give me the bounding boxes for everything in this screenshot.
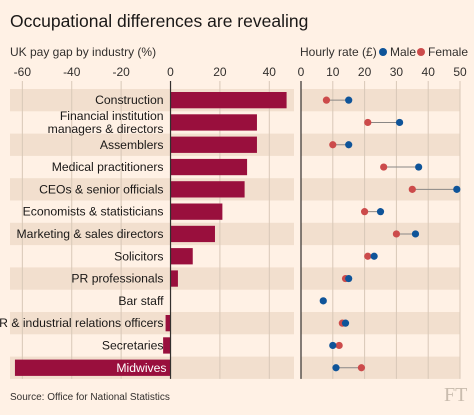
male-rate-dot bbox=[411, 230, 420, 238]
category-label: Marketing & sales directors bbox=[17, 227, 164, 241]
male-rate-dot bbox=[345, 274, 353, 283]
female-rate-dot bbox=[357, 364, 366, 372]
female-rate-dot bbox=[380, 163, 388, 171]
male-rate-dot bbox=[332, 364, 340, 372]
pay-gap-tick-label: -60 bbox=[14, 65, 32, 79]
male-rate-dot bbox=[453, 185, 461, 193]
male-rate-dot bbox=[370, 252, 378, 260]
legend-female-label: Female bbox=[428, 45, 468, 59]
chart-title: Occupational differences are revealing bbox=[10, 11, 308, 31]
female-rate-dot bbox=[364, 252, 372, 260]
category-label: CEOs & senior officials bbox=[39, 182, 163, 196]
hourly-rate-row-stripe bbox=[301, 178, 460, 201]
hourly-rate-axis-ticks: 0 10 20 30 40 50 bbox=[298, 65, 467, 79]
category-labels: Construction Financial institution manager… bbox=[0, 93, 167, 375]
pay-gap-axis-ticks: -60 -40 -20 0 20 40 bbox=[14, 65, 277, 79]
female-rate-dot bbox=[364, 118, 372, 127]
male-rate-dot bbox=[415, 163, 423, 171]
hourly-rate-tick-label: 50 bbox=[453, 65, 467, 79]
pay-gap-bar bbox=[170, 270, 178, 287]
category-label: Bar staff bbox=[118, 294, 164, 308]
pay-gap-bar bbox=[170, 158, 248, 176]
pay-gap-row-stripe bbox=[10, 222, 294, 246]
hourly-rate-tick-label: 10 bbox=[326, 65, 340, 79]
pay-gap-row-stripe bbox=[10, 267, 294, 290]
pay-gap-tick-label: -20 bbox=[112, 65, 130, 79]
hourly-rate-tick-label: 0 bbox=[298, 65, 305, 79]
female-rate-dot bbox=[408, 185, 416, 193]
female-rate-dot bbox=[361, 208, 369, 216]
hourly-rate-row-stripe bbox=[301, 267, 460, 290]
hourly-rate-row-stripe bbox=[301, 89, 460, 112]
pay-gap-bar bbox=[165, 315, 171, 332]
category-label: Financial institution managers & director… bbox=[48, 109, 164, 136]
pay-gap-bar bbox=[163, 337, 171, 354]
pay-gap-bar bbox=[170, 136, 257, 153]
pay-gap-tick-label: 20 bbox=[213, 65, 227, 79]
hourly-rate-dots bbox=[319, 96, 461, 372]
female-rate-dot bbox=[392, 230, 400, 238]
legend-female-marker bbox=[417, 48, 425, 56]
hourly-rate-row-stripe bbox=[301, 222, 460, 246]
male-rate-dot bbox=[345, 141, 353, 149]
male-rate-dot bbox=[376, 208, 385, 216]
male-rate-dot bbox=[329, 341, 337, 350]
pay-gap-row-stripe bbox=[10, 312, 294, 335]
hourly-rate-tick-label: 20 bbox=[358, 65, 372, 79]
hourly-rate-tick-label: 40 bbox=[422, 65, 436, 79]
category-label: Midwives bbox=[116, 361, 166, 375]
hourly-rate-subtitle: Hourly rate (£) bbox=[300, 45, 377, 59]
source-note: Source: Office for National Statistics bbox=[10, 392, 170, 403]
male-rate-dot bbox=[341, 319, 350, 327]
hourly-rate-row-stripe bbox=[301, 356, 460, 379]
female-rate-dot bbox=[335, 341, 343, 350]
pay-gap-bar bbox=[170, 92, 287, 109]
male-rate-dot bbox=[319, 297, 327, 305]
hourly-rate-row-stripe bbox=[301, 312, 460, 335]
pay-gap-bar bbox=[170, 181, 245, 198]
pay-gap-bar bbox=[14, 359, 171, 376]
category-label: HR & industrial relations officers bbox=[0, 316, 164, 330]
category-label: Solicitors bbox=[114, 249, 163, 263]
pay-gap-tick-label: 40 bbox=[263, 65, 277, 79]
category-label: PR professionals bbox=[71, 272, 163, 286]
pay-gap-bars bbox=[14, 92, 287, 376]
hourly-rate-tick-label: 30 bbox=[390, 65, 404, 79]
hourly-rate-row-stripe bbox=[301, 133, 460, 156]
pay-gap-tick-label: 0 bbox=[167, 65, 174, 79]
row-stripes bbox=[10, 89, 460, 379]
pay-gap-subtitle: UK pay gap by industry (%) bbox=[10, 45, 156, 59]
legend-male-marker bbox=[379, 48, 387, 56]
category-label: Construction bbox=[95, 93, 163, 107]
pay-gap-bar bbox=[170, 225, 215, 243]
male-rate-dot bbox=[345, 96, 353, 104]
pay-gap-tick-label: -40 bbox=[63, 65, 81, 79]
pay-gap-bar bbox=[170, 114, 257, 131]
category-label: Assemblers bbox=[100, 138, 164, 152]
pay-gap-bar bbox=[170, 248, 193, 265]
category-label: Secretaries bbox=[102, 338, 164, 352]
pay-gap-bar bbox=[170, 203, 223, 220]
female-rate-dot bbox=[322, 96, 331, 104]
female-rate-dot bbox=[329, 141, 337, 149]
male-rate-dot bbox=[395, 118, 404, 127]
ft-logo: FT bbox=[444, 384, 467, 406]
category-label: Economists & statisticians bbox=[23, 205, 164, 219]
category-label: Medical practitioners bbox=[52, 160, 164, 174]
legend-male-label: Male bbox=[390, 45, 416, 59]
